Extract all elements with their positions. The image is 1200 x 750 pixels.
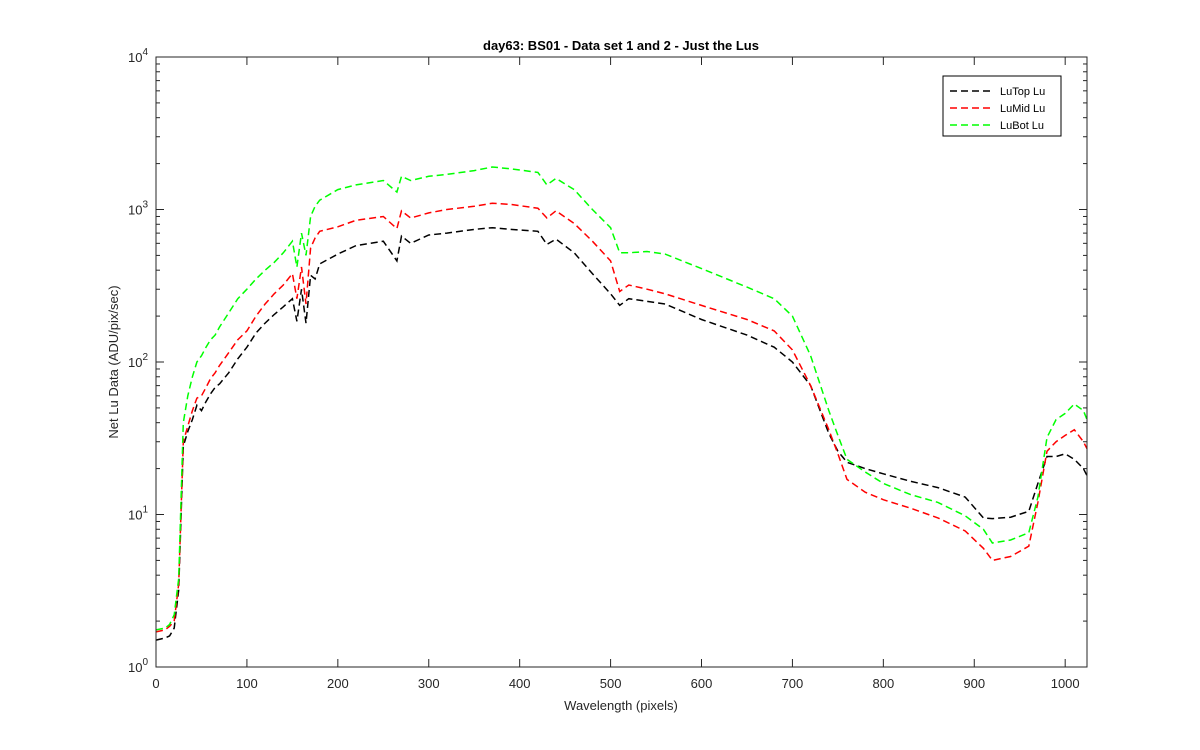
y-tick-exponent: 2 [142,352,148,363]
x-tick-labels: 0 100 200 300 400 500 600 700 800 900 1000 [152,676,1079,691]
y-tick-base: 10 [128,355,142,370]
series-line-2 [155,202,1088,633]
y-tick-exponent: 3 [142,200,148,211]
x-tick-label: 1000 [1051,676,1080,691]
legend-box [942,75,1062,137]
x-axis-label: Wavelength (pixels) [564,698,678,713]
y-tick-label: 101 [128,505,148,523]
x-tick-label: 200 [327,676,349,691]
y-axis-label: Net Lu Data (ADU/pix/sec) [106,285,121,438]
x-tick-label: 300 [418,676,440,691]
series-line-1 [155,226,1088,641]
chart-title: day63: BS01 - Data set 1 and 2 - Just th… [483,38,759,53]
y-tick-label: 100 [128,657,148,675]
y-tick-base: 10 [128,50,142,65]
x-tick-label: 0 [152,676,159,691]
legend-label-3: LuBot Lu [1000,120,1044,132]
y-tick-label: 104 [128,47,148,65]
series-line-3 [155,166,1088,631]
legend-items: LuTop Lu LuMid Lu LuBot Lu [950,86,1045,132]
y-tick-exponent: 1 [142,505,148,516]
y-tick-base: 10 [128,508,142,523]
y-tick-base: 10 [128,203,142,218]
axes-layer [155,56,1088,668]
legend: LuTop Lu LuMid Lu LuBot Lu [942,75,1062,137]
x-tick-label: 400 [509,676,531,691]
x-tick-label: 900 [963,676,985,691]
y-tick-base: 10 [128,660,142,675]
legend-label-1: LuTop Lu [1000,86,1045,98]
y-tick-label: 103 [128,200,148,218]
plot-area [156,57,1087,667]
x-tick-label: 100 [236,676,258,691]
legend-label-2: LuMid Lu [1000,103,1045,115]
y-tick-exponent: 4 [142,47,148,58]
x-tick-label: 600 [691,676,713,691]
x-tick-label: 700 [782,676,804,691]
y-tick-exponent: 0 [142,657,148,668]
x-tick-label: 800 [872,676,894,691]
series-layer [155,166,1088,641]
x-tick-label: 500 [600,676,622,691]
y-tick-label: 102 [128,352,148,370]
